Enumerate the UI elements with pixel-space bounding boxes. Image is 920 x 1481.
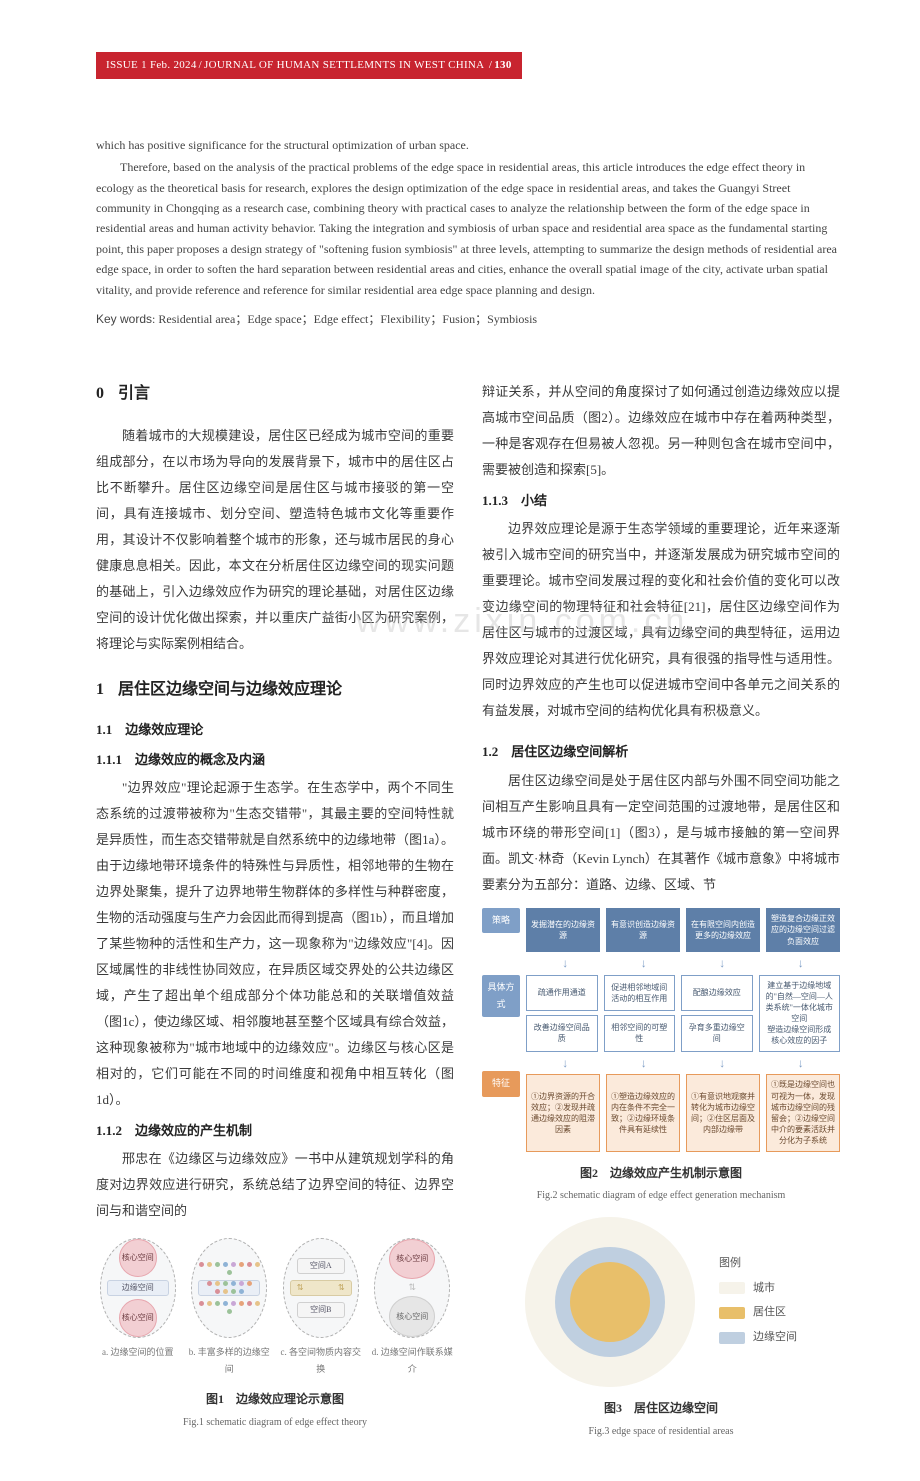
section-1-1-3-title: 小结 — [521, 493, 547, 508]
fig2-tag-method: 具体方式 — [482, 975, 520, 1017]
fig1-edge-label: 边缘空间 — [107, 1280, 169, 1296]
fig1-b-dots-top — [192, 1260, 266, 1277]
fig2-r2a-1: 疏通作用通道 — [526, 975, 598, 1012]
section-0-num: 0 — [96, 385, 104, 402]
fig2-r3-c3: ①有意识地观察并转化为城市边缘空间；②住区层面及内部边缘带 — [686, 1074, 760, 1151]
fig2-r2c-2: 孕育多重边缘空间 — [681, 1015, 753, 1052]
fig2-r3-c2: ①塑造边缘效应的内在条件不完全一致；②边缘环境条件具有延续性 — [606, 1074, 680, 1151]
legend-1: 居住区 — [753, 1302, 786, 1323]
legend-sw-2 — [719, 1332, 745, 1344]
fig1-spaceA: 空间A — [297, 1258, 345, 1274]
fig1-sub-a: a. 边缘空间的位置 — [102, 1344, 174, 1361]
section-1-title: 居住区边缘空间与边缘效应理论 — [118, 681, 342, 698]
running-header: ISSUE 1 Feb. 2024/JOURNAL OF HUMAN SETTL… — [96, 52, 522, 79]
legend-2: 边缘空间 — [753, 1327, 797, 1348]
fig1-core-label: 核心空间 — [119, 1239, 157, 1277]
fig2-r2b-1: 促进相邻地域间活动的相互作用 — [604, 975, 676, 1012]
fig3-caption-en: Fig.3 edge space of residential areas — [482, 1422, 840, 1441]
fig2-r1-c1: 发掘潜在的边缘资源 — [526, 908, 600, 952]
issue-text: ISSUE 1 Feb. 2024 — [106, 59, 197, 71]
page-number: 130 — [494, 59, 511, 71]
figure-3: 图例 城市 居住区 边缘空间 — [482, 1217, 840, 1387]
fig2-r1-c3: 在有限空间内创造更多的边缘效应 — [686, 908, 760, 952]
section-0-heading: 0 引言 — [96, 379, 454, 409]
fig2-r2c-1: 配酿边缘效应 — [681, 975, 753, 1012]
right-cont-para: 辩证关系，并从空间的角度探讨了如何通过创造边缘效应以提高城市空间品质（图2）。边… — [482, 379, 840, 483]
section-1-heading: 1 居住区边缘空间与边缘效应理论 — [96, 675, 454, 705]
section-1-2-num: 1.2 — [482, 744, 498, 759]
figure-1: 核心空间 边缘空间 核心空间 a. 边缘空间的位置 — [96, 1238, 454, 1432]
fig1-sub-d: d. 边缘空间作联系媒介 — [371, 1344, 455, 1378]
section-1-1-1-para: "边界效应"理论起源于生态学。在生态学中，两个不同生态系统的过渡带被称为"生态交… — [96, 775, 454, 1113]
section-1-1-2-num: 1.1.2 — [96, 1123, 122, 1138]
keywords-label: Key words — [96, 312, 152, 326]
fig2-r3-c1: ①边界资源的开合效应；②发现并疏通边缘效应的阻滞因素 — [526, 1074, 600, 1151]
fig1-caption-cn: 图1 边缘效应理论示意图 — [96, 1388, 454, 1411]
section-1-1-title: 边缘效应理论 — [125, 722, 203, 737]
fig1-caption-en: Fig.1 schematic diagram of edge effect t… — [96, 1413, 454, 1432]
abstract-p1: which has positive significance for the … — [96, 135, 840, 155]
section-1-1-2-heading: 1.1.2 边缘效应的产生机制 — [96, 1119, 454, 1144]
section-1-2-title: 居住区边缘空间解析 — [511, 744, 628, 759]
fig3-diagram — [525, 1217, 695, 1387]
section-1-1-1-title: 边缘效应的概念及内涵 — [135, 752, 265, 767]
section-1-2-para: 居住区边缘空间是处于居住区内部与外围不同空间功能之间相互产生影响且具有一定空间范… — [482, 768, 840, 898]
section-1-1-2-title: 边缘效应的产生机制 — [135, 1123, 252, 1138]
section-1-1-1-heading: 1.1.1 边缘效应的概念及内涵 — [96, 748, 454, 773]
figure-2: 策略 具体方式 特征 发掘潜在的边缘资源 有意识创造边缘资源 在有限空间内创造更… — [482, 908, 840, 1205]
abstract-p2: Therefore, based on the analysis of the … — [96, 157, 840, 300]
fig1-sub-b: b. 丰富多样的边缘空间 — [188, 1344, 272, 1378]
fig1-panel-a: 核心空间 边缘空间 核心空间 a. 边缘空间的位置 — [96, 1238, 180, 1378]
fig2-r2a-2: 改善边缘空间品质 — [526, 1015, 598, 1052]
left-column: 0 引言 随着城市的大规模建设，居住区已经成为城市空间的重要组成部分，在以市场为导… — [96, 379, 454, 1441]
section-1-1-3-heading: 1.1.3 小结 — [482, 489, 840, 514]
journal-text: JOURNAL OF HUMAN SETTLEMNTS IN WEST CHIN… — [204, 59, 484, 71]
fig3-caption-cn: 图3 居住区边缘空间 — [482, 1397, 840, 1420]
two-column-body: 0 引言 随着城市的大规模建设，居住区已经成为城市空间的重要组成部分，在以市场为导… — [96, 379, 840, 1441]
abstract: which has positive significance for the … — [96, 135, 840, 300]
fig3-legend: 图例 城市 居住区 边缘空间 — [719, 1253, 797, 1353]
fig1-sub-c: c. 各空间物质内容交换 — [279, 1344, 363, 1378]
section-0-para: 随着城市的大规模建设，居住区已经成为城市空间的重要组成部分，在以市场为导向的发展… — [96, 423, 454, 657]
fig1-b-dots-bot — [192, 1299, 266, 1316]
fig2-tag-strategy: 策略 — [482, 908, 520, 933]
fig2-row1: 发掘潜在的边缘资源 有意识创造边缘资源 在有限空间内创造更多的边缘效应 塑造复合… — [526, 908, 840, 952]
fig2-tag-feature: 特征 — [482, 1071, 520, 1096]
fig2-r3-c4: ①既是边缘空间也可视为一体，发现城市边缘空间的残留会；②边缘空间中介的要素活跃并… — [766, 1074, 840, 1151]
section-1-1-3-para: 边界效应理论是源于生态学领域的重要理论，近年来逐渐被引入城市空间的研究当中，并逐… — [482, 516, 840, 724]
keywords-text: Residential area；Edge space；Edge effect；… — [158, 312, 537, 326]
section-1-1-3-num: 1.1.3 — [482, 493, 508, 508]
fig2-r1-c4: 塑造复合边缘正效应的边缘空间过滤负面效应 — [766, 908, 840, 952]
section-1-2-heading: 1.2 居住区边缘空间解析 — [482, 740, 840, 765]
fig2-r1-c2: 有意识创造边缘资源 — [606, 908, 680, 952]
fig3-legend-title: 图例 — [719, 1253, 797, 1274]
section-1-1-2-para: 邢忠在《边缘区与边缘效应》一书中从建筑规划学科的角度对边界效应进行研究，系统总结… — [96, 1146, 454, 1224]
legend-sw-0 — [719, 1282, 745, 1294]
section-1-1-num: 1.1 — [96, 722, 112, 737]
fig1-d-core: 核心空间 — [389, 1239, 435, 1279]
fig1-panel-b: b. 丰富多样的边缘空间 — [188, 1238, 272, 1378]
fig2-row3: ①边界资源的开合效应；②发现并疏通边缘效应的阻滞因素 ①塑造边缘效应的内在条件不… — [526, 1074, 840, 1151]
fig1-d-core2: 核心空间 — [389, 1296, 435, 1336]
right-column: 辩证关系，并从空间的角度探讨了如何通过创造边缘效应以提高城市空间品质（图2）。边… — [482, 379, 840, 1441]
fig1-core-label2: 核心空间 — [119, 1299, 157, 1337]
legend-0: 城市 — [753, 1278, 775, 1299]
fig1-spaceB: 空间B — [297, 1302, 345, 1318]
section-0-title: 引言 — [118, 385, 150, 402]
section-1-1-1-num: 1.1.1 — [96, 752, 122, 767]
fig2-r2d: 建立基于边缘地域的"自然—空间—人类系统"一体化城市空间 塑造边缘空间形成核心效… — [759, 975, 841, 1052]
section-1-1-heading: 1.1 边缘效应理论 — [96, 718, 454, 743]
legend-sw-1 — [719, 1307, 745, 1319]
fig2-caption-en: Fig.2 schematic diagram of edge effect g… — [482, 1186, 840, 1205]
fig1-b-dots-mid — [203, 1281, 255, 1294]
fig2-r2b-2: 相邻空间的可塑性 — [604, 1015, 676, 1052]
fig1-panel-d: 核心空间 ⇅ 核心空间 d. 边缘空间作联系媒介 — [371, 1238, 455, 1378]
section-1-num: 1 — [96, 681, 104, 698]
keywords-line: Key words: Residential area；Edge space；E… — [96, 308, 840, 331]
fig2-caption-cn: 图2 边缘效应产生机制示意图 — [482, 1162, 840, 1185]
fig1-panel-c: 空间A ⇅ ⇅ 空间B c. 各空间物质内容交换 — [279, 1238, 363, 1378]
